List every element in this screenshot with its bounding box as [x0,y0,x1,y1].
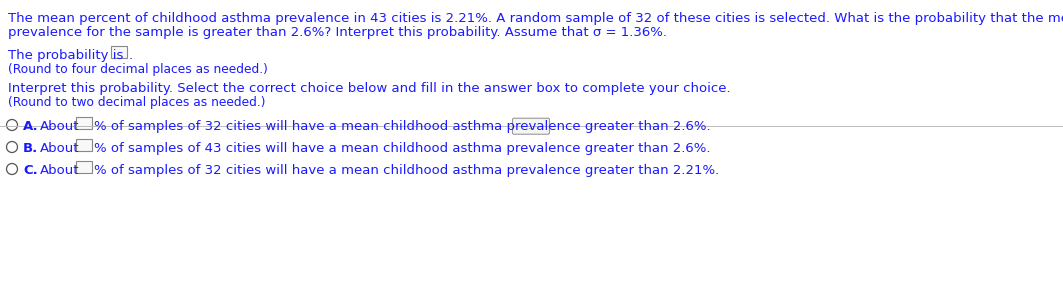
Text: About: About [40,164,80,177]
Text: The mean percent of childhood asthma prevalence in 43 cities is 2.21%. A random : The mean percent of childhood asthma pre… [9,12,1063,25]
Circle shape [6,119,17,130]
FancyBboxPatch shape [75,161,92,173]
Text: (Round to two decimal places as needed.): (Round to two decimal places as needed.) [9,96,266,109]
Circle shape [6,164,17,175]
Text: .: . [129,49,133,62]
Text: The probability is: The probability is [9,49,123,62]
FancyBboxPatch shape [111,46,126,58]
Text: About: About [40,142,80,155]
FancyBboxPatch shape [75,139,92,151]
Text: C.: C. [23,164,38,177]
FancyBboxPatch shape [75,117,92,129]
Text: ...: ... [527,122,535,131]
Text: About: About [40,120,80,133]
Text: (Round to four decimal places as needed.): (Round to four decimal places as needed.… [9,63,268,76]
FancyBboxPatch shape [512,118,550,134]
Text: prevalence for the sample is greater than 2.6%? Interpret this probability. Assu: prevalence for the sample is greater tha… [9,26,667,39]
Text: Interpret this probability. Select the correct choice below and fill in the answ: Interpret this probability. Select the c… [9,82,730,95]
Text: % of samples of 32 cities will have a mean childhood asthma prevalence greater t: % of samples of 32 cities will have a me… [94,120,711,133]
Text: B.: B. [23,142,38,155]
Text: % of samples of 43 cities will have a mean childhood asthma prevalence greater t: % of samples of 43 cities will have a me… [94,142,710,155]
Text: % of samples of 32 cities will have a mean childhood asthma prevalence greater t: % of samples of 32 cities will have a me… [94,164,720,177]
Circle shape [6,141,17,152]
Text: A.: A. [23,120,38,133]
